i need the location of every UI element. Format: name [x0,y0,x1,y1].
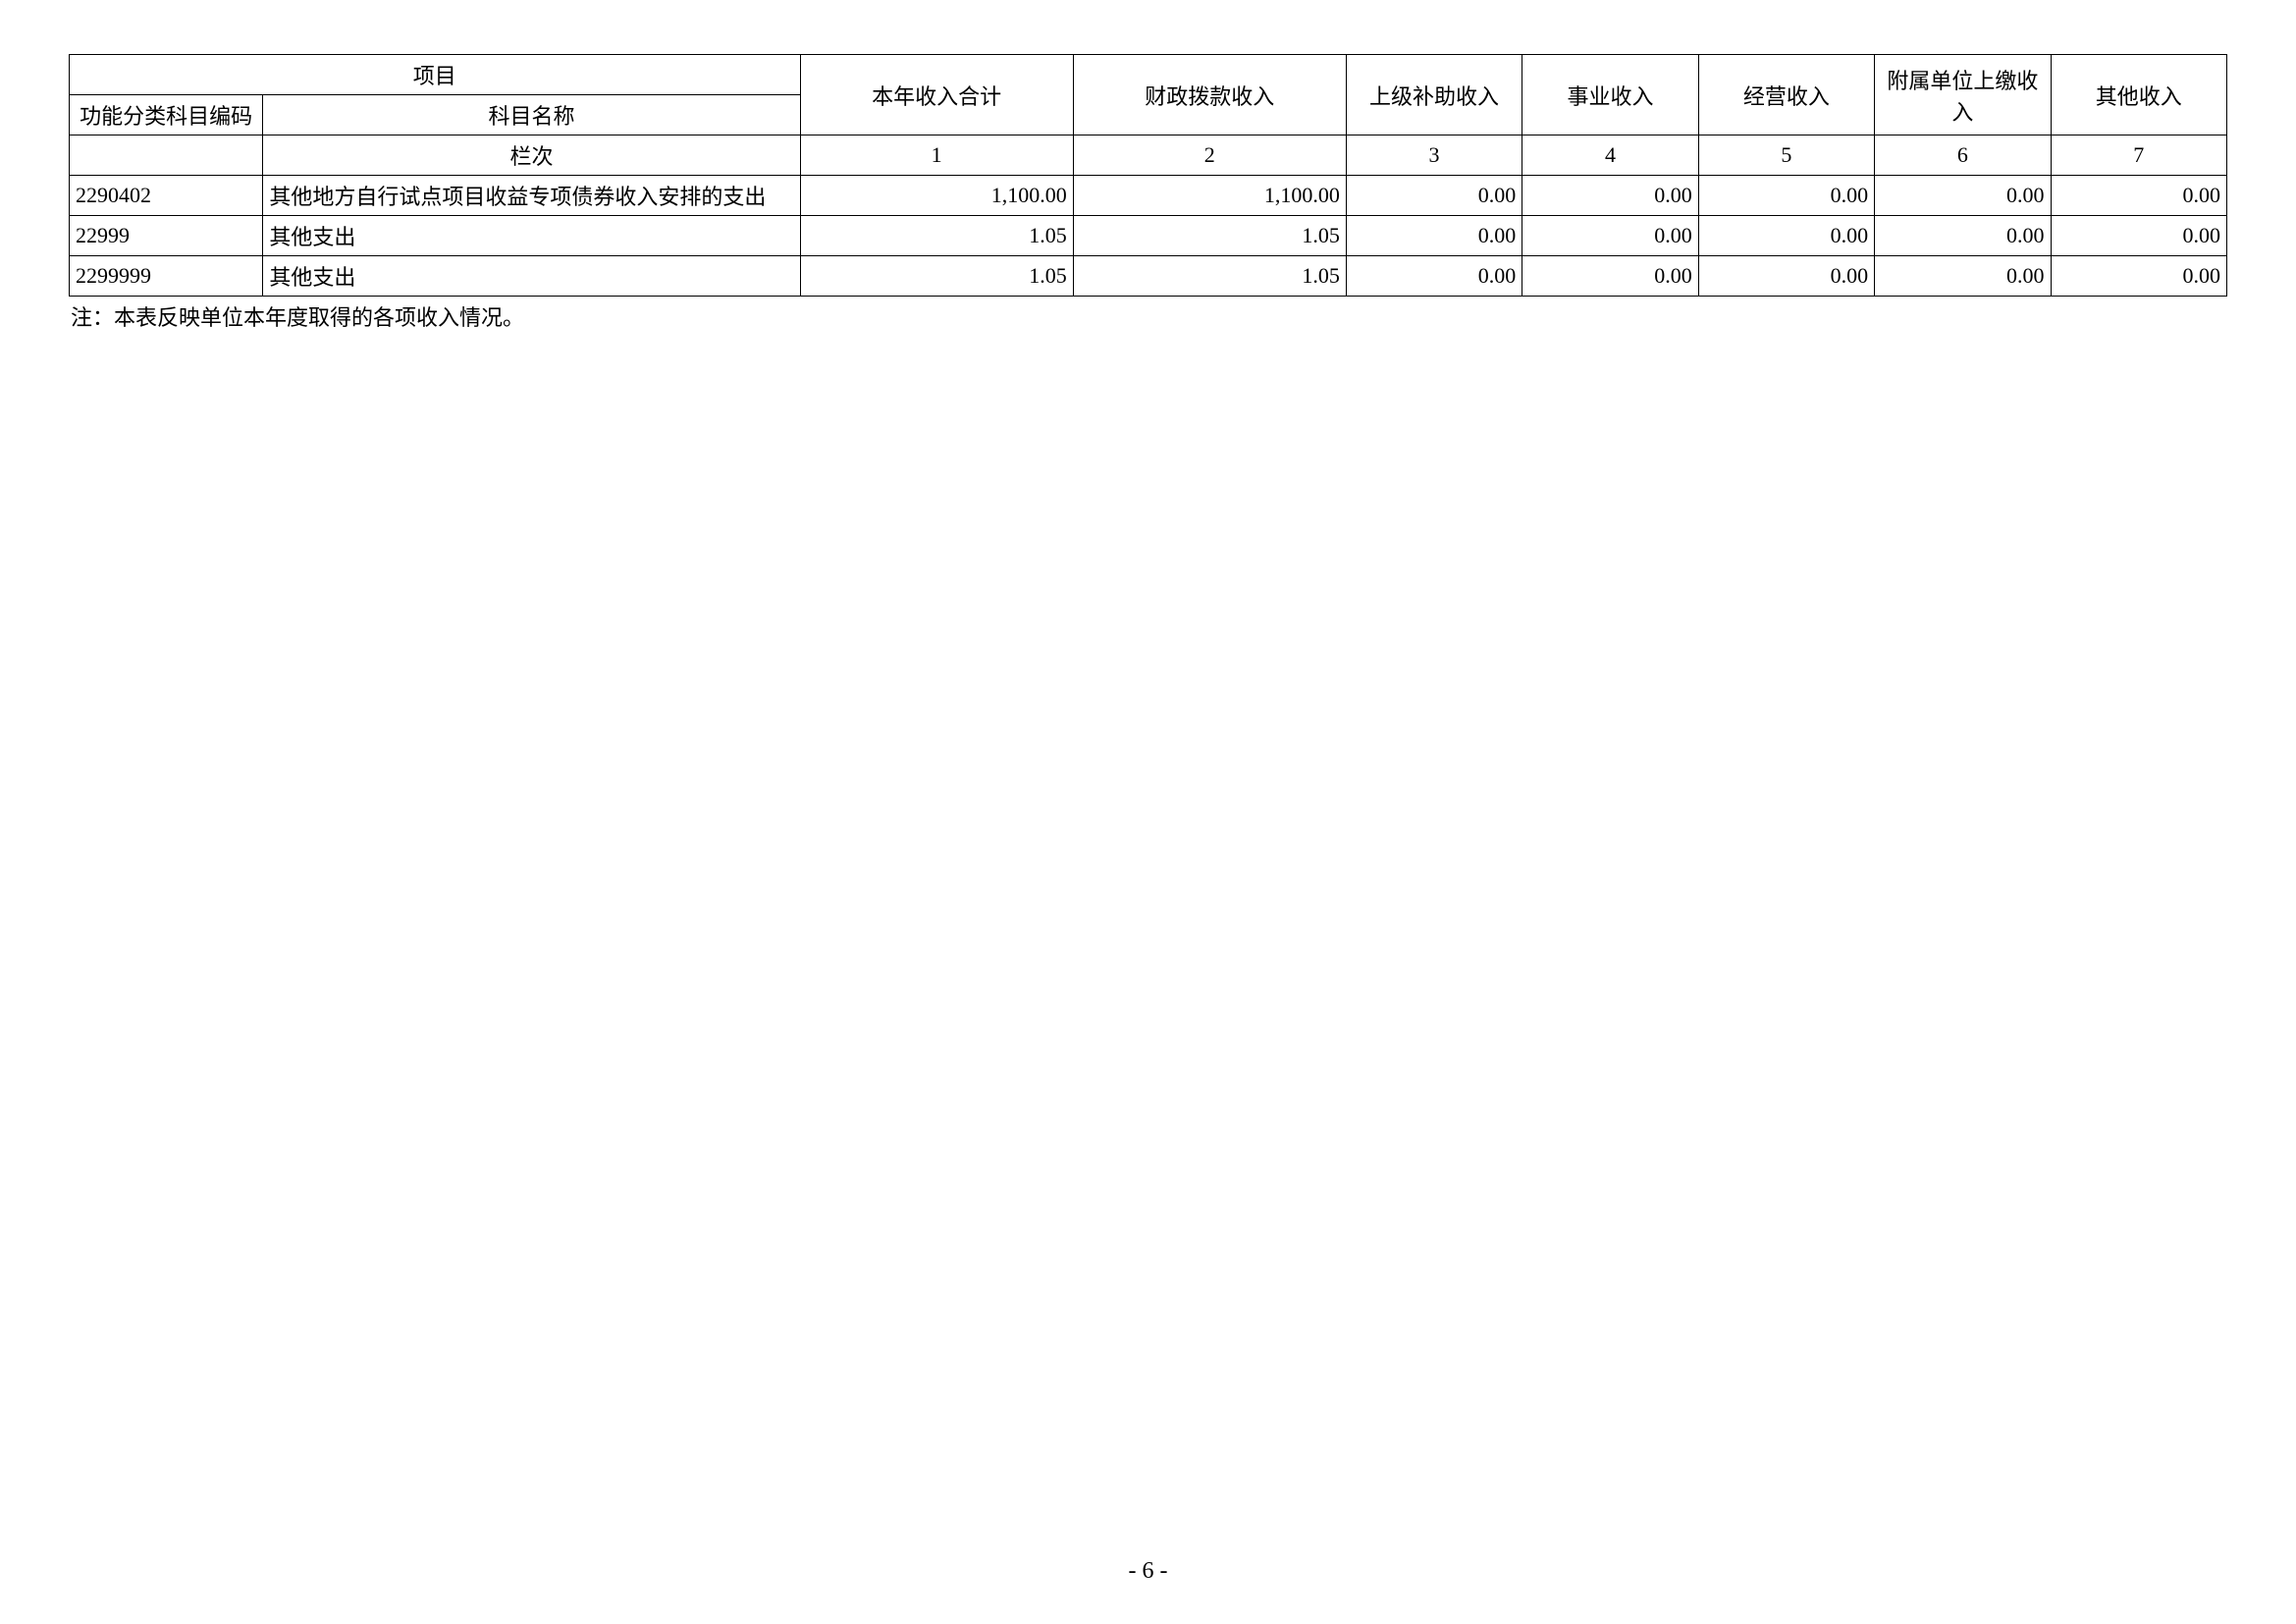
income-table: 项目 本年收入合计 财政拨款收入 上级补助收入 事业收入 经营收入 附属单位上缴… [69,54,2227,297]
cell-value: 1.05 [1073,216,1346,256]
cell-value: 0.00 [1346,216,1522,256]
cell-value: 1,100.00 [800,176,1073,216]
header-col7: 其他收入 [2051,55,2226,135]
cell-value: 0.00 [2051,176,2226,216]
lanci-7: 7 [2051,135,2226,176]
header-name: 科目名称 [263,95,800,135]
lanci-6: 6 [1875,135,2051,176]
header-col1: 本年收入合计 [800,55,1073,135]
table-row: 2290402 其他地方自行试点项目收益专项债券收入安排的支出 1,100.00… [70,176,2227,216]
cell-name: 其他支出 [263,256,800,297]
header-col4: 事业收入 [1522,55,1698,135]
table-row: 2299999 其他支出 1.05 1.05 0.00 0.00 0.00 0.… [70,256,2227,297]
cell-name: 其他支出 [263,216,800,256]
cell-code: 2299999 [70,256,263,297]
header-col2: 财政拨款收入 [1073,55,1346,135]
cell-code: 2290402 [70,176,263,216]
cell-value: 1,100.00 [1073,176,1346,216]
cell-value: 0.00 [1346,256,1522,297]
header-col5: 经营收入 [1698,55,1874,135]
cell-value: 0.00 [1875,216,2051,256]
cell-name: 其他地方自行试点项目收益专项债券收入安排的支出 [263,176,800,216]
footnote: 注：本表反映单位本年度取得的各项收入情况。 [69,300,2227,332]
lanci-4: 4 [1522,135,1698,176]
cell-value: 1.05 [800,216,1073,256]
cell-value: 0.00 [1346,176,1522,216]
cell-value: 0.00 [1522,176,1698,216]
cell-value: 0.00 [1698,176,1874,216]
lanci-blank [70,135,263,176]
page-number: - 6 - [0,1558,2296,1585]
cell-code: 22999 [70,216,263,256]
lanci-3: 3 [1346,135,1522,176]
lanci-1: 1 [800,135,1073,176]
lanci-2: 2 [1073,135,1346,176]
cell-value: 1.05 [800,256,1073,297]
cell-value: 1.05 [1073,256,1346,297]
header-col6: 附属单位上缴收入 [1875,55,2051,135]
cell-value: 0.00 [1522,256,1698,297]
cell-value: 0.00 [1698,216,1874,256]
table-row: 22999 其他支出 1.05 1.05 0.00 0.00 0.00 0.00… [70,216,2227,256]
lanci-label: 栏次 [263,135,800,176]
cell-value: 0.00 [1875,176,2051,216]
cell-value: 0.00 [1875,256,2051,297]
cell-value: 0.00 [2051,216,2226,256]
lanci-row: 栏次 1 2 3 4 5 6 7 [70,135,2227,176]
header-code: 功能分类科目编码 [70,95,263,135]
header-project: 项目 [70,55,801,95]
cell-value: 0.00 [1698,256,1874,297]
table-header-row-1: 项目 本年收入合计 财政拨款收入 上级补助收入 事业收入 经营收入 附属单位上缴… [70,55,2227,95]
header-col3: 上级补助收入 [1346,55,1522,135]
cell-value: 0.00 [2051,256,2226,297]
cell-value: 0.00 [1522,216,1698,256]
lanci-5: 5 [1698,135,1874,176]
